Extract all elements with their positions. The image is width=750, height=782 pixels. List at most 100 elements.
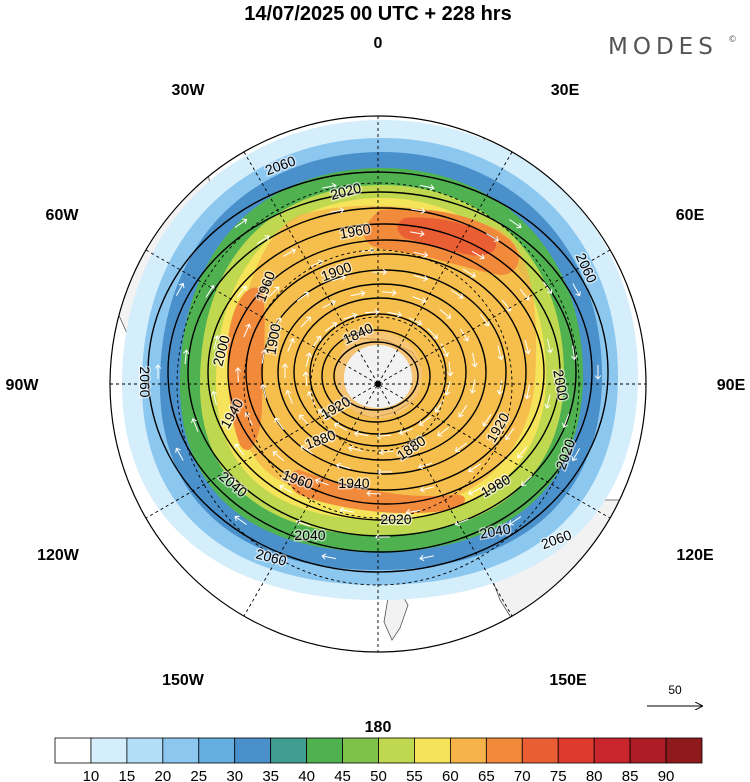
wind-vector-arrow [440, 343, 449, 357]
wind-vector-arrow [366, 490, 382, 497]
wind-vector-arrow [300, 445, 313, 455]
colorbar-swatch [126, 737, 164, 764]
colorbar-tick-label: 15 [119, 768, 136, 782]
wind-vector-arrow [505, 427, 515, 441]
wind-vector-arrow [471, 250, 485, 260]
wind-vector-arrow [320, 433, 334, 443]
reference-vector-label: 50 [668, 683, 682, 697]
colorbar-swatch [449, 737, 487, 764]
wind-vector-arrow [543, 281, 553, 294]
wind-vector-arrow [234, 515, 247, 525]
graticule [110, 116, 646, 652]
wind-vector-arrow [454, 518, 469, 527]
wind-vector-arrow [296, 291, 310, 302]
lon-label-120w: 120W [37, 547, 80, 564]
colorbar-swatch [198, 737, 236, 764]
contour-2000 [207, 223, 561, 521]
wind-vector-arrow [205, 285, 215, 298]
wind-vector-arrow [410, 230, 425, 237]
wind-vector-arrow [260, 349, 268, 364]
contour-2020 [187, 207, 577, 537]
wind-vector-arrow [471, 352, 478, 368]
wind-vector-arrow [387, 311, 403, 318]
wind-vector-arrow [376, 432, 392, 440]
colorbar-swatch [629, 737, 667, 764]
wind-vector-arrow [256, 235, 270, 245]
colorbar-tick-label: 70 [514, 768, 531, 782]
wind-vector-arrow [309, 259, 323, 268]
contour-1860 [321, 329, 431, 423]
colorbar-tick-label: 80 [586, 768, 603, 782]
contour-1840 [333, 341, 419, 411]
wind-vector-arrow [381, 289, 397, 296]
wind-vector-arrow [418, 462, 433, 470]
colorbar-swatch [378, 737, 415, 764]
colorbar-swatch [342, 737, 379, 764]
contour-label: 2020 [380, 511, 411, 527]
wind-vector-arrow [372, 268, 388, 276]
colorbar-tick-label: 85 [622, 768, 639, 782]
wind-vector-arrow [446, 361, 454, 377]
wind-vector-arrow [282, 248, 296, 257]
wind-vector-arrow [231, 478, 243, 490]
wind-vector-arrow [279, 484, 293, 494]
wind-vector-arrow [322, 299, 336, 309]
wind-vector-arrow [339, 507, 354, 514]
wind-vector-arrow [343, 312, 358, 320]
wind-vector-arrow [437, 426, 450, 437]
wind-vector-arrow [454, 442, 468, 453]
wind-vector-arrow [295, 519, 310, 527]
lon-label-150w: 150W [162, 672, 205, 689]
colorbar-tick-label: 75 [550, 768, 567, 782]
colorbar-swatch [54, 737, 92, 764]
brand-logo: MODES [608, 34, 718, 60]
wind-vector-arrow [378, 448, 394, 456]
colorbar-swatch [306, 737, 343, 764]
wind-vector-arrow [571, 448, 581, 462]
wind-vector-arrow [524, 384, 531, 400]
wind-vector-arrow [154, 364, 162, 379]
wind-vector-arrow [468, 487, 482, 496]
wind-vector-arrow [508, 516, 522, 526]
wind-vector-arrow [272, 317, 282, 331]
colorbar-tick-label: 90 [658, 768, 675, 782]
wind-vector-arrow [572, 283, 581, 297]
wind-vector-arrow [234, 367, 242, 382]
wind-vector-arrow [497, 345, 504, 361]
wind-vector-arrow [482, 413, 492, 427]
colorbar-tick-label: 65 [478, 768, 495, 782]
wind-vector-arrow [243, 323, 252, 338]
colorbar-swatch [414, 737, 451, 764]
wind-vector-arrow [458, 404, 468, 418]
wind-vector-arrow [427, 328, 438, 339]
colorbar-tick-label: 30 [226, 768, 243, 782]
map-border [109, 115, 647, 653]
wind-vector-arrow [419, 554, 434, 562]
colorbar-swatch [593, 737, 631, 764]
colorbar-swatch [521, 737, 559, 764]
wind-vector-arrow [191, 417, 199, 432]
wind-vector-arrow [299, 414, 310, 426]
wind-vector-arrow [350, 290, 366, 297]
wind-vector-arrow [287, 337, 295, 352]
wind-vector-arrow [413, 274, 429, 282]
lon-label-150e: 150E [549, 672, 587, 689]
wind-vector-arrow [335, 462, 351, 470]
map-disk [110, 116, 646, 652]
contour-1920 [277, 283, 487, 461]
wind-vector-arrow [409, 442, 424, 450]
contour-label: 2040 [294, 527, 325, 543]
wind-vector-arrow [439, 309, 452, 319]
colorbar-swatch [665, 737, 703, 764]
wind-vector-arrow [183, 349, 190, 365]
wind-vector-arrow [213, 335, 220, 350]
wind-vector-arrow [234, 218, 248, 228]
wind-vector-arrow [480, 314, 490, 327]
map-title: 14/07/2025 00 UTC + 228 hrs [244, 3, 511, 25]
wind-speed-shading [121, 119, 639, 600]
wind-vector-arrow [561, 414, 570, 429]
colorbar-swatch [557, 737, 595, 764]
wind-vector-arrow [314, 478, 329, 486]
wind-vector-arrow [281, 363, 289, 379]
colorbar-tick-label: 50 [370, 768, 387, 782]
